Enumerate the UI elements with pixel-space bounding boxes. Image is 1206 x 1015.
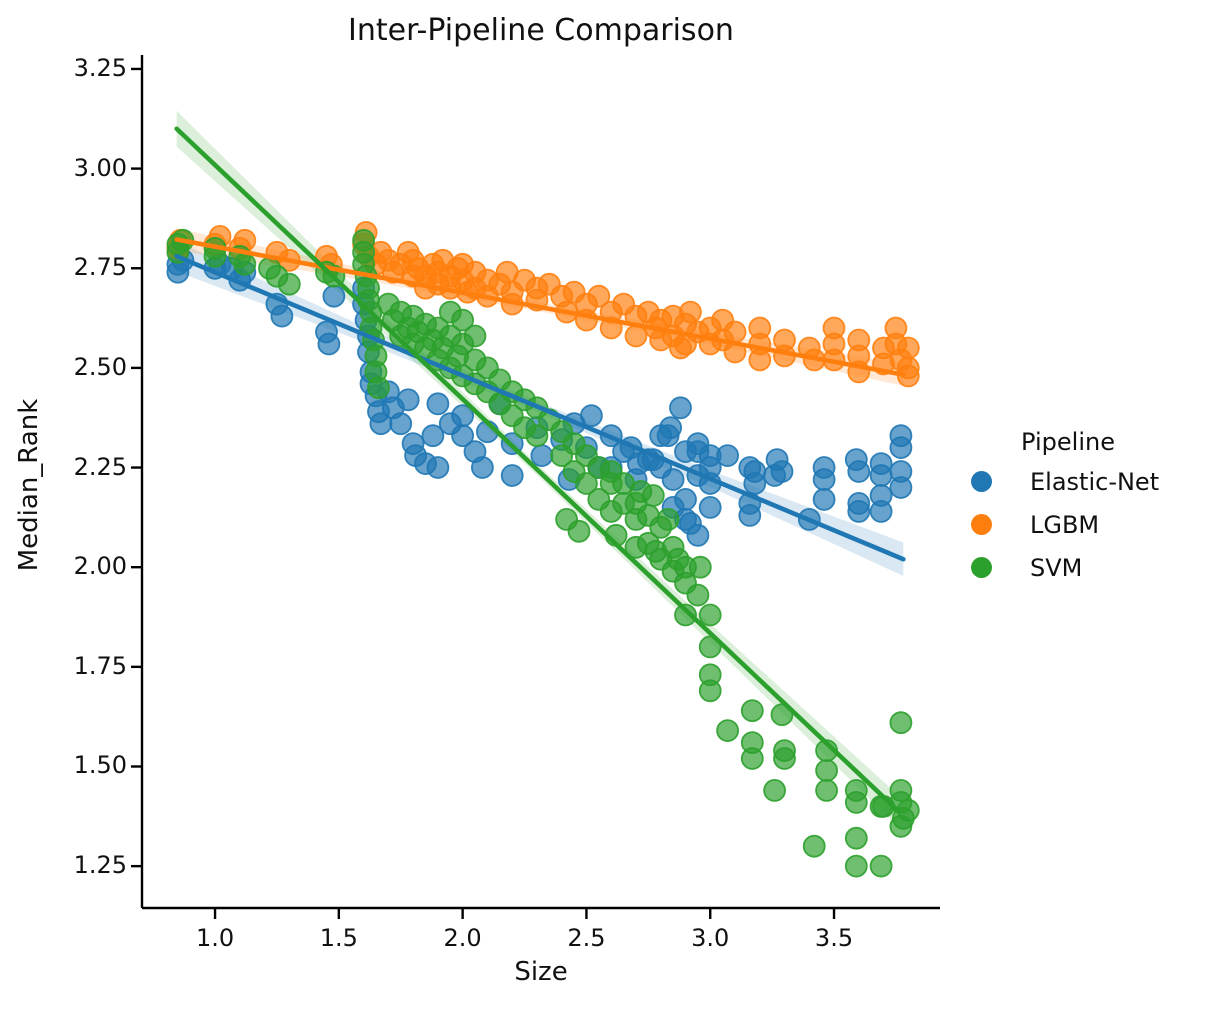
legend-entry-svm[interactable]: SVM	[958, 546, 1178, 589]
scatter-point-svm	[688, 555, 712, 579]
legend-label-lgbm: LGBM	[1030, 510, 1100, 539]
legend-entry-lgbm[interactable]: LGBM	[958, 503, 1178, 546]
scatter-point-svm	[686, 583, 710, 607]
scatter-point-svm	[656, 508, 680, 531]
legend-label-elastic-net: Elastic-Net	[1030, 467, 1160, 496]
scatter-point-svm	[773, 747, 796, 770]
scatter-point-svm	[844, 791, 868, 814]
x-tick-label: 2.5	[567, 924, 606, 952]
scatter-point-elastic-net	[669, 396, 692, 420]
scatter-point-svm	[567, 519, 591, 543]
scatter-point-lgbm	[748, 348, 772, 372]
scatter-point-elastic-net	[869, 499, 893, 523]
scatter-point-elastic-net	[500, 464, 524, 487]
y-tick-label: 2.25	[73, 452, 127, 481]
y-tick-label: 3.25	[73, 53, 127, 82]
legend: Pipeline Elastic-Net LGBM SVM	[958, 424, 1178, 589]
scatter-point-elastic-net	[451, 424, 475, 448]
legend-marker-svm	[971, 557, 992, 578]
y-tick-label: 1.25	[73, 851, 127, 880]
scatter-point-elastic-net	[686, 523, 710, 547]
scatter-point-elastic-net	[743, 472, 767, 495]
chart-title: Inter-Pipeline Comparison	[348, 13, 734, 48]
scatter-point-svm	[674, 603, 697, 627]
scatter-point-svm	[698, 603, 722, 627]
scatter-point-svm	[277, 272, 301, 296]
legend-marker-lgbm	[971, 514, 992, 535]
scatter-point-elastic-net	[661, 468, 685, 491]
scatter-point-svm	[815, 759, 838, 782]
scatter-point-elastic-net	[317, 332, 341, 356]
scatter-point-svm	[896, 798, 920, 822]
legend-label-svm: SVM	[1030, 553, 1083, 582]
scatter-point-svm	[698, 679, 722, 703]
scatter-point-elastic-net	[674, 487, 697, 511]
y-tick-label: 2.00	[73, 552, 127, 581]
scatter-point-svm	[740, 747, 764, 770]
scatter-point-svm	[716, 719, 739, 742]
scatter-point-elastic-net	[580, 404, 603, 428]
scatter-point-elastic-net	[389, 412, 413, 436]
y-tick-label: 3.00	[73, 153, 127, 182]
scatter-point-elastic-net	[812, 468, 836, 491]
scatter-point-lgbm	[587, 284, 611, 308]
x-tick-label: 2.0	[443, 924, 482, 952]
legend-marker-elastic-net	[971, 471, 992, 492]
scatter-point-elastic-net	[698, 495, 722, 519]
scatter-point-elastic-net	[270, 304, 294, 328]
scatter-point-svm	[698, 635, 722, 659]
x-tick-label: 3.5	[814, 924, 854, 952]
scatter-point-elastic-net	[530, 444, 554, 468]
x-tick-label: 1.5	[319, 924, 358, 952]
scatter-point-lgbm	[679, 300, 702, 324]
x-tick-label: 1.0	[195, 924, 235, 952]
scatter-point-svm	[575, 472, 598, 495]
x-tick-label: 3.0	[691, 924, 730, 952]
scatter-point-elastic-net	[716, 444, 739, 468]
scatter-point-elastic-net	[869, 464, 893, 487]
scatter-point-elastic-net	[847, 499, 871, 523]
y-tick-label: 2.75	[73, 253, 127, 282]
trend-line-svm	[174, 126, 901, 814]
scatter-point-elastic-net	[812, 487, 836, 511]
y-tick-label: 1.50	[73, 751, 127, 780]
legend-title: Pipeline	[1021, 428, 1115, 456]
scatter-point-svm	[525, 424, 549, 448]
scatter-point-svm	[641, 484, 665, 507]
y-tick-label: 1.75	[73, 651, 127, 680]
trend-line-elastic-net	[174, 253, 906, 562]
scatter-point-elastic-net	[659, 416, 682, 440]
legend-entry-elastic-net[interactable]: Elastic-Net	[958, 460, 1178, 503]
scatter-point-svm	[463, 324, 487, 348]
scatter-point-elastic-net	[426, 456, 450, 479]
scatter-point-svm	[802, 834, 826, 858]
scatter-point-svm	[844, 854, 868, 878]
scatter-point-svm	[889, 711, 913, 735]
scatter-point-svm	[233, 252, 257, 276]
scatter-point-elastic-net	[889, 436, 913, 460]
scatter-point-elastic-net	[770, 460, 794, 483]
scatter-point-elastic-net	[847, 460, 871, 483]
scatter-point-elastic-net	[738, 504, 762, 527]
scatter-point-elastic-net	[470, 456, 494, 479]
scatter-point-elastic-net	[396, 388, 420, 412]
scatter-point-elastic-net	[421, 424, 445, 448]
y-tick-label: 2.50	[73, 352, 127, 381]
scatter-point-lgbm	[723, 320, 747, 344]
scatter-point-elastic-net	[322, 284, 346, 308]
scatter-point-svm	[763, 779, 786, 802]
x-axis-label: Size	[514, 957, 568, 987]
scatter-point-lgbm	[896, 336, 920, 360]
scatter-point-svm	[869, 854, 893, 878]
scatter-point-svm	[367, 376, 390, 400]
scatter-point-svm	[844, 826, 868, 850]
scatter-point-svm	[740, 699, 764, 723]
scatter-point-elastic-net	[889, 476, 913, 499]
scatter-point-elastic-net	[426, 392, 450, 416]
scatter-point-svm	[815, 779, 838, 802]
trend-line-lgbm	[174, 237, 906, 377]
scatter-point-svm	[451, 308, 475, 332]
